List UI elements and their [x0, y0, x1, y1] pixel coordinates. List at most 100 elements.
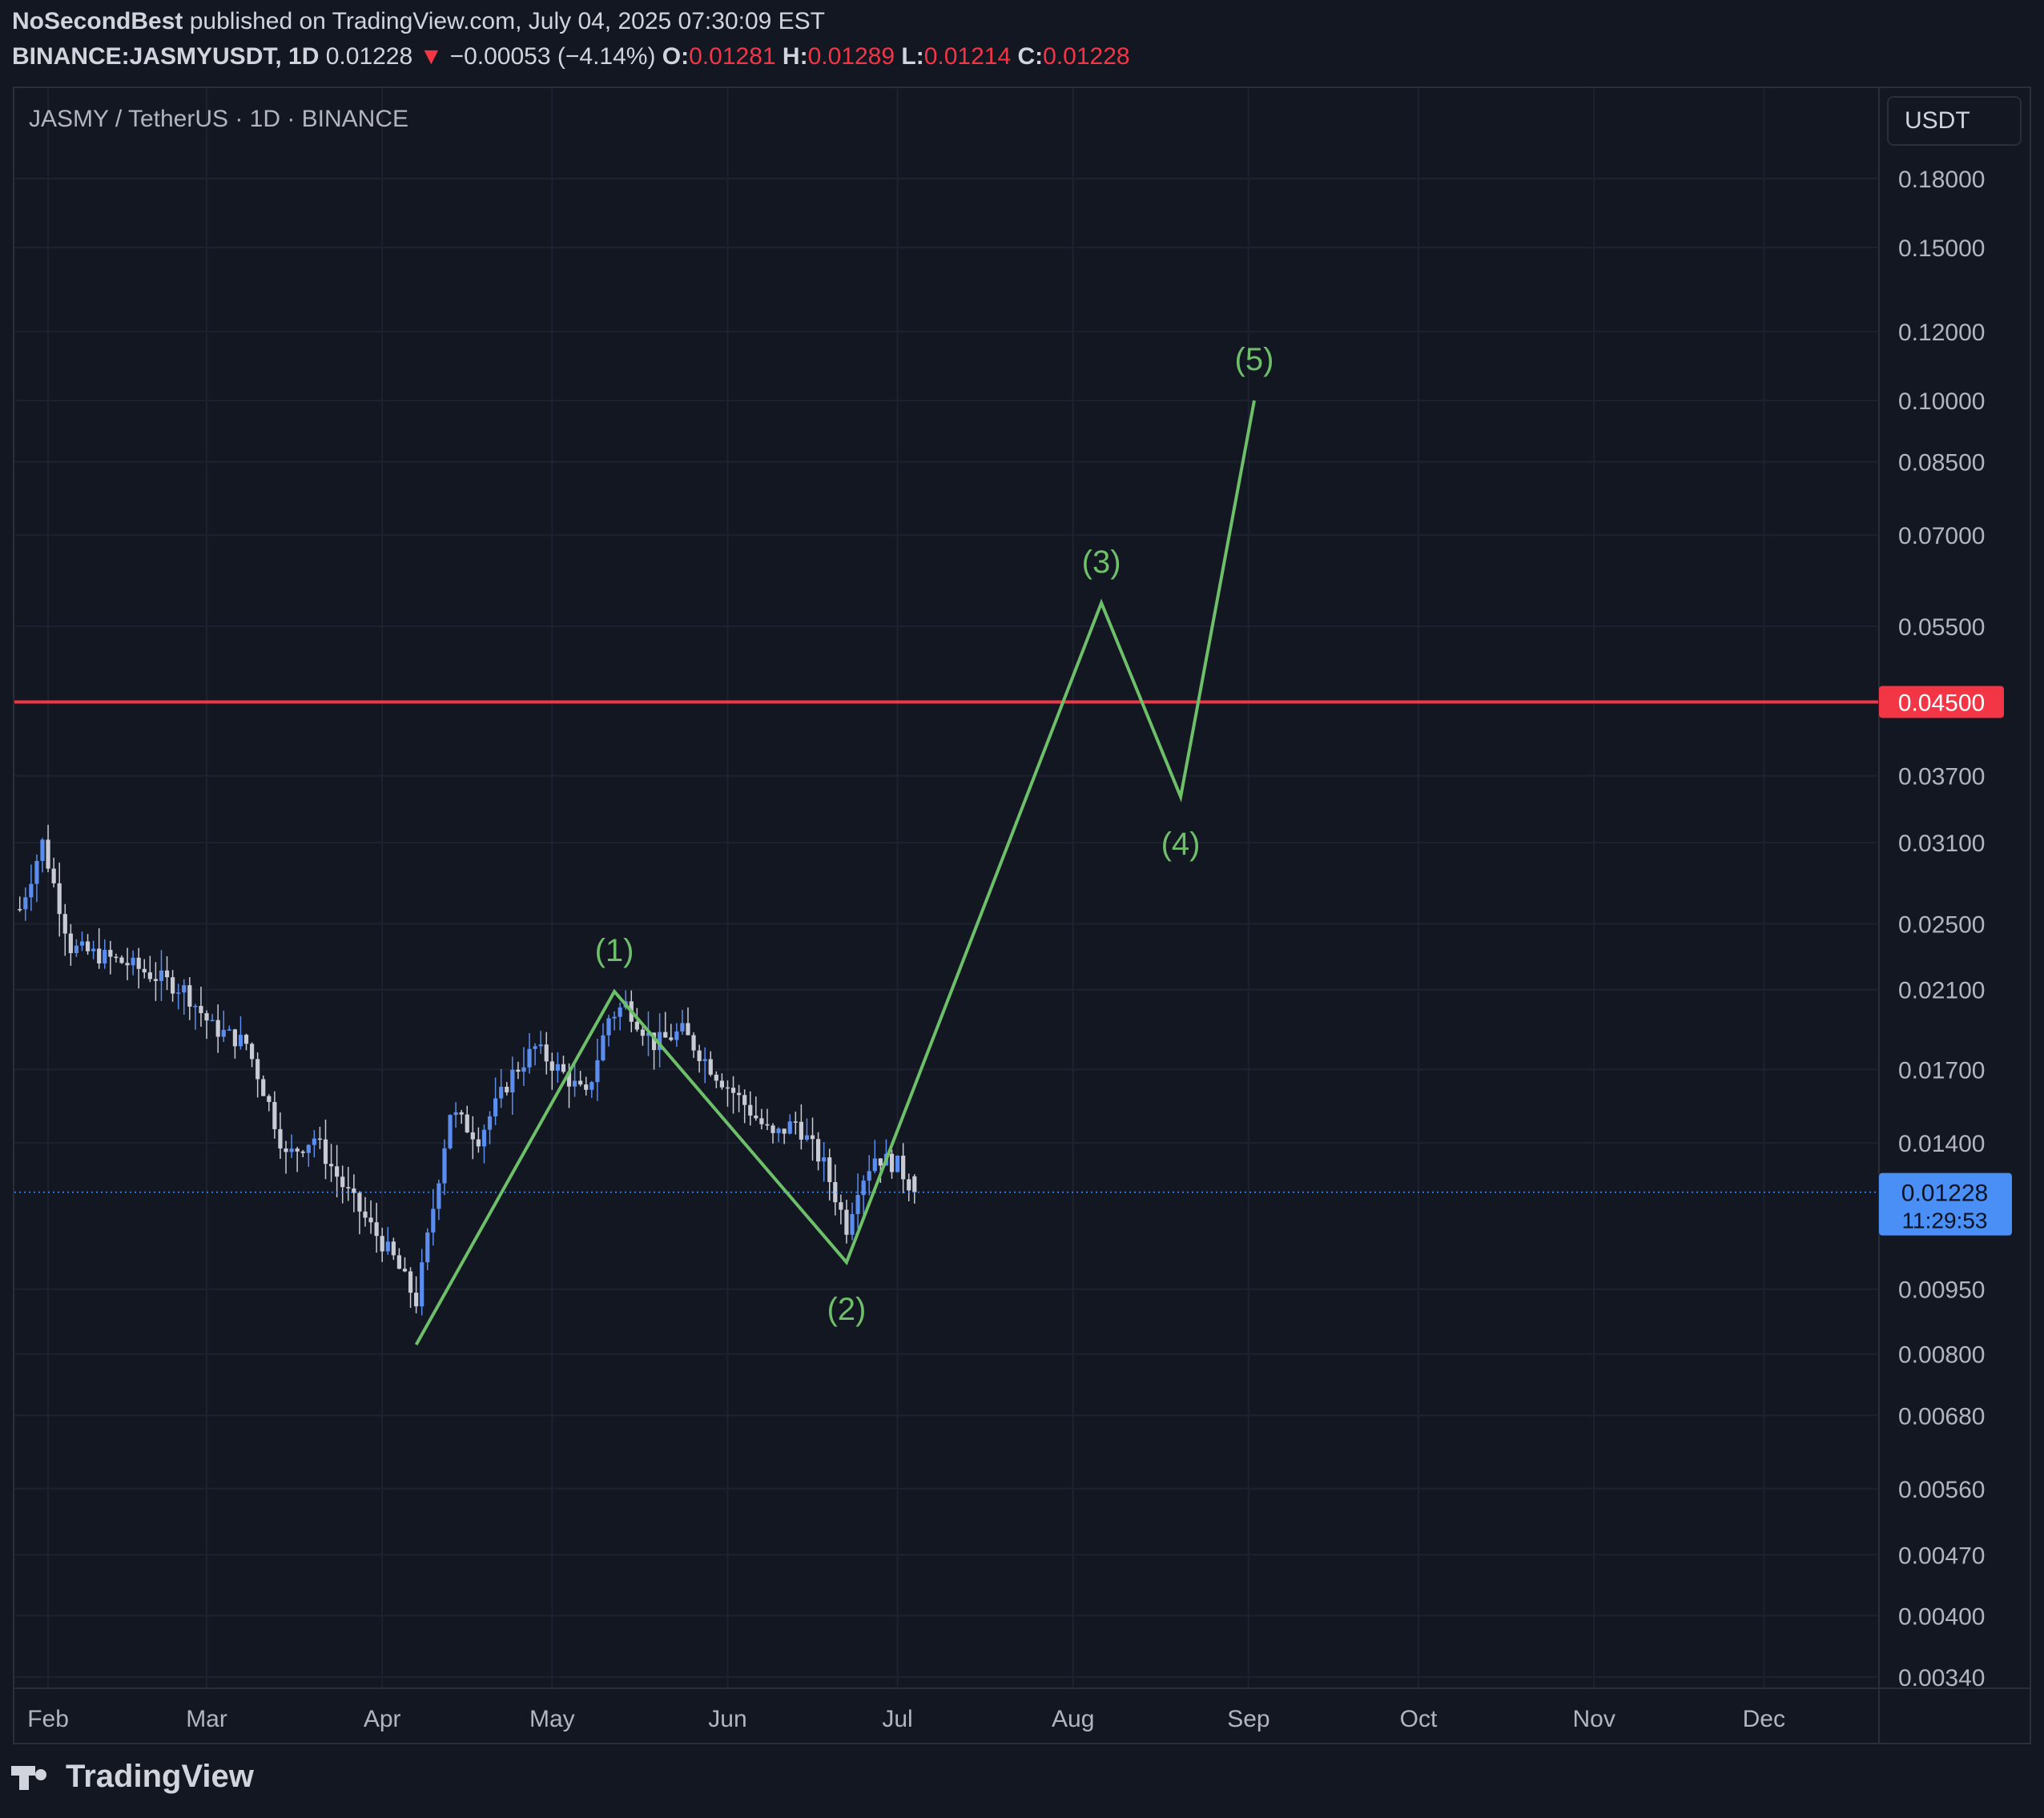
- candle: [159, 950, 164, 1001]
- candle-body: [215, 1020, 220, 1037]
- candle-body: [187, 985, 192, 1007]
- candle: [284, 1140, 288, 1174]
- candle-body: [142, 968, 147, 973]
- candle-body: [680, 1023, 685, 1032]
- candle: [612, 1011, 617, 1031]
- candle: [147, 955, 152, 983]
- candle: [346, 1167, 351, 1201]
- candle-body: [385, 1241, 390, 1252]
- candle-body: [408, 1271, 413, 1293]
- candle-body: [396, 1255, 402, 1269]
- resistance-price-tag: [1879, 686, 2004, 718]
- candle: [470, 1116, 475, 1160]
- candle: [261, 1075, 266, 1096]
- candle: [204, 1010, 209, 1040]
- candle-body: [402, 1269, 408, 1272]
- high-label: H:: [782, 43, 808, 70]
- candle: [527, 1033, 532, 1074]
- candle-body: [68, 933, 73, 954]
- candle-body: [352, 1188, 356, 1193]
- candle: [867, 1155, 871, 1196]
- author-name[interactable]: NoSecondBest: [12, 8, 183, 34]
- candle-body: [686, 1023, 690, 1036]
- candle-body: [765, 1124, 770, 1126]
- candle: [164, 956, 170, 991]
- candle: [249, 1042, 255, 1068]
- candle-body: [425, 1232, 430, 1263]
- candle-body: [725, 1087, 730, 1089]
- candle: [487, 1111, 493, 1144]
- candle: [312, 1130, 316, 1158]
- candle: [561, 1055, 566, 1074]
- candle-body: [663, 1032, 668, 1038]
- candle-body: [872, 1158, 877, 1172]
- price-tick-label: 0.03700: [1898, 764, 1985, 790]
- wave-label: (1): [595, 933, 634, 968]
- candle: [300, 1149, 305, 1157]
- candle: [352, 1174, 356, 1213]
- candle-body: [578, 1080, 583, 1085]
- open-label: O:: [662, 43, 690, 70]
- candle-body: [249, 1044, 255, 1060]
- candle-body: [895, 1155, 900, 1172]
- candle-body: [29, 883, 34, 898]
- candle-body: [18, 909, 22, 911]
- chart-frame[interactable]: [13, 86, 2031, 1744]
- time-tick-label: Dec: [1743, 1706, 1785, 1732]
- candle-body: [861, 1180, 866, 1196]
- candle-body: [912, 1176, 917, 1193]
- tradingview-logo[interactable]: TradingView: [11, 1759, 254, 1795]
- candle-body: [527, 1048, 532, 1068]
- candle-body: [34, 860, 39, 884]
- candle: [549, 1052, 554, 1090]
- candle-body: [340, 1176, 345, 1188]
- open-value: 0.01281: [689, 43, 776, 70]
- candle: [108, 940, 113, 975]
- candle: [420, 1249, 424, 1316]
- candle-body: [295, 1148, 300, 1152]
- candle: [810, 1117, 815, 1161]
- candle-body: [759, 1118, 764, 1124]
- candle: [437, 1179, 441, 1221]
- candle-body: [669, 1037, 674, 1040]
- currency-button[interactable]: USDT: [1887, 96, 2022, 146]
- candle-body: [815, 1139, 821, 1162]
- elliott-wave-path[interactable]: [414, 400, 1256, 1345]
- candle-body: [374, 1222, 379, 1237]
- axes: 0.18000 0.15000 0.12000 0.10000 0.08500 0.070…: [14, 88, 2031, 1744]
- candle-body: [776, 1128, 781, 1133]
- price-tick-label: 0.00340: [1898, 1665, 1985, 1691]
- candle-body: [640, 1029, 646, 1036]
- candle: [323, 1119, 328, 1180]
- candle: [414, 1276, 419, 1313]
- candle-body: [328, 1164, 334, 1167]
- candle-body: [176, 992, 181, 994]
- price-tick-label: 0.05500: [1898, 614, 1985, 641]
- candle: [51, 857, 56, 887]
- candle-body: [634, 1021, 639, 1030]
- candle: [238, 1016, 243, 1050]
- candle: [153, 962, 158, 1001]
- drawings[interactable]: (1) (2) (3) (4) (5): [14, 342, 1879, 1345]
- candle: [23, 887, 28, 921]
- candle-body: [748, 1104, 753, 1116]
- candle-body: [91, 948, 96, 951]
- candle: [232, 1028, 237, 1059]
- change-value: −0.00053 (−4.14%): [449, 43, 656, 70]
- candle: [589, 1080, 594, 1098]
- candle-body: [210, 1020, 215, 1022]
- candle: [40, 838, 45, 873]
- candle-body: [612, 1016, 617, 1019]
- candle-body: [221, 1029, 226, 1037]
- candle: [131, 950, 135, 975]
- candle: [34, 855, 39, 903]
- candle-body: [300, 1151, 305, 1153]
- candle-body: [153, 979, 158, 981]
- candle: [380, 1227, 384, 1262]
- candle: [227, 1025, 231, 1031]
- candle-body: [584, 1084, 589, 1090]
- published-text: published on TradingView.com, July 04, 2…: [183, 8, 826, 34]
- candle-body: [799, 1121, 803, 1140]
- candle-body: [317, 1138, 323, 1140]
